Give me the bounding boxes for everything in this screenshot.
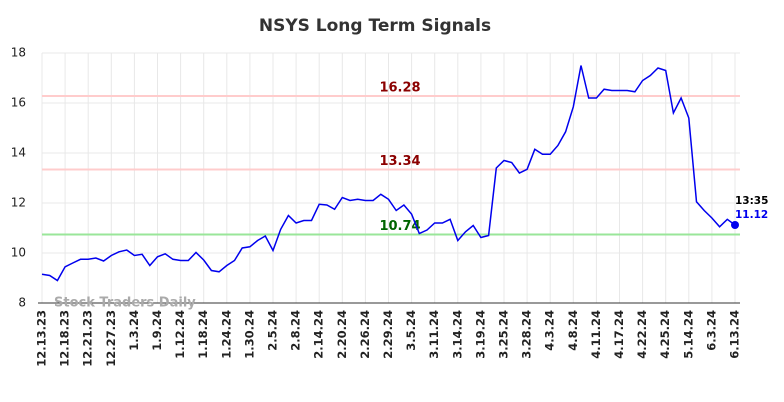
y-tick-label: 14: [11, 146, 26, 160]
x-tick-label: 12.27.23: [104, 310, 118, 367]
x-tick-label: 4.22.24: [635, 310, 649, 359]
x-tick-label: 5.14.24: [681, 310, 695, 359]
x-tick-label: 2.29.24: [381, 310, 395, 359]
x-tick-label: 6.3.24: [704, 310, 718, 351]
x-tick-label: 4.11.24: [589, 310, 603, 359]
watermark: Stock Traders Daily: [54, 296, 196, 311]
x-tick-label: 12.21.23: [81, 310, 95, 367]
x-tick-label: 3.19.24: [473, 310, 487, 359]
y-tick-label: 12: [11, 196, 26, 210]
last-point: [731, 221, 739, 229]
x-tick-label: 3.28.24: [520, 310, 534, 359]
x-tick-label: 1.3.24: [127, 310, 141, 351]
price-line: [41, 65, 736, 282]
chart-title: NSYS Long Term Signals: [259, 16, 491, 36]
y-tick-label: 8: [18, 296, 26, 310]
x-tick-label: 1.12.24: [173, 310, 187, 359]
x-tick-label: 4.17.24: [612, 310, 626, 359]
y-tick-label: 16: [11, 96, 26, 110]
signal-label: 10.74: [379, 219, 420, 234]
x-tick-label: 1.18.24: [196, 310, 210, 359]
signal-label: 13.34: [379, 154, 420, 169]
x-tick-label: 4.25.24: [658, 310, 672, 359]
x-tick-label: 12.13.23: [35, 310, 49, 367]
x-tick-label: 3.14.24: [450, 310, 464, 359]
last-time: 13:35: [735, 195, 768, 207]
x-tick-label: 2.8.24: [289, 310, 303, 351]
x-tick-label: 1.24.24: [219, 310, 233, 359]
x-tick-label: 2.14.24: [312, 310, 326, 359]
x-tick-label: 2.20.24: [335, 310, 349, 359]
y-tick-label: 10: [11, 246, 26, 260]
x-tick-label: 1.30.24: [242, 310, 256, 359]
x-tick-label: 12.18.23: [58, 310, 72, 367]
x-tick-label: 2.26.24: [358, 310, 372, 359]
x-tick-label: 1.9.24: [150, 310, 164, 351]
x-tick-label: 6.13.24: [728, 310, 742, 359]
x-tick-label: 3.5.24: [404, 310, 418, 351]
x-tick-label: 4.3.24: [543, 310, 557, 351]
x-tick-label: 3.11.24: [427, 310, 441, 359]
x-tick-label: 3.25.24: [497, 310, 511, 359]
x-tick-label: 2.5.24: [266, 310, 280, 351]
signal-label: 16.28: [379, 81, 420, 96]
x-tick-label: 4.8.24: [566, 310, 580, 351]
last-value: 11.12: [735, 209, 768, 221]
y-tick-label: 18: [11, 46, 26, 60]
